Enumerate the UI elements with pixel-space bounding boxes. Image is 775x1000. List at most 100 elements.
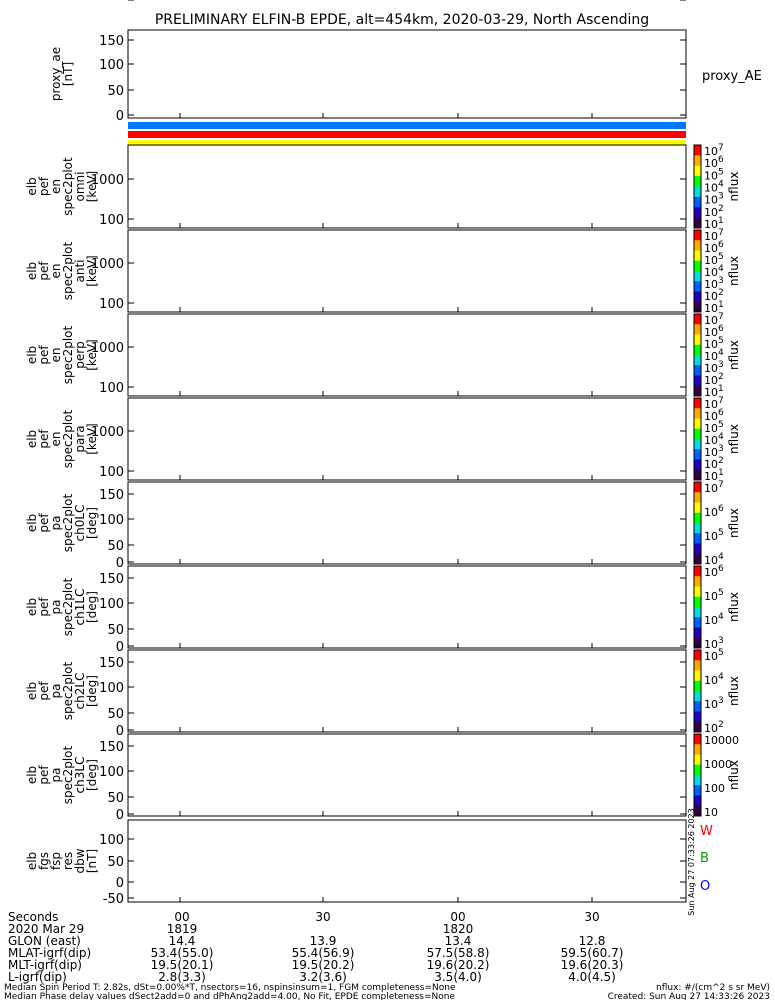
colorbar-seg-ch0LC-4 <box>694 523 701 534</box>
panel-axes: proxy_ae[nT]150100500proxy_AEelbpefenspe… <box>25 0 762 907</box>
colorbar-tick-exp-perp-6: 1 <box>718 384 724 394</box>
ylabel-ch0LC-3: spec2plot <box>61 493 75 552</box>
colorbar-seg-ch0LC-5 <box>694 533 701 544</box>
orbit-bar-1 <box>128 131 686 138</box>
colorbar-seg-ch3LC-6 <box>694 795 701 807</box>
ylabel-fgs-5: [nT] <box>85 849 99 873</box>
colorbar-tick-exp-para-1: 6 <box>718 408 724 418</box>
colorbar-seg-omni-5 <box>694 196 701 208</box>
colorbar-seg-ch1LC-3 <box>694 596 701 608</box>
ylabel-ch3LC-1: pef <box>37 765 51 785</box>
ylabel-anti-1: pef <box>37 261 51 281</box>
colorbar-tick-ch3LC-3: 10 <box>704 806 718 819</box>
ylabel-ch3LC-3: spec2plot <box>61 745 75 804</box>
colorbar-tick-exp-ch0LC-0: 7 <box>718 480 724 490</box>
colorbar-seg-para-1 <box>694 408 701 419</box>
colorbar-seg-ch1LC-4 <box>694 607 701 618</box>
colorbar-seg-para-2 <box>694 418 701 430</box>
colorbar-tick-exp-ch0LC-3: 4 <box>718 552 724 562</box>
colorbars: 107106105104103102101nflux10710610510410… <box>687 143 741 916</box>
ylabel-omni-3: spec2plot <box>61 157 75 216</box>
footer-row-label-0: Seconds <box>8 910 58 924</box>
footer-cell-0-1: 1819 <box>167 922 198 936</box>
panel-frame-proxy_ae <box>127 29 687 119</box>
colorbar-seg-ch3LC-3 <box>694 764 701 776</box>
colorbar-tick-ch2LC-2: 103 <box>704 696 724 711</box>
footer-cell-1-0: 30 <box>315 910 330 924</box>
colorbar-tick-exp-anti-5: 2 <box>718 288 724 298</box>
colorbar-tick-exp-omni-4: 3 <box>718 192 724 202</box>
colorbar-tick-exp-para-5: 2 <box>718 456 724 466</box>
fgs-legend-B: B <box>700 851 709 866</box>
ylabel-ch1LC-5: [deg] <box>85 591 99 623</box>
colorbar-tick-exp-ch2LC-3: 2 <box>718 720 724 730</box>
footer-cell-1-2: 13.9 <box>310 934 337 948</box>
colorbar-tick-exp-anti-2: 5 <box>718 252 724 262</box>
ylabel-ch2LC-4: ch2LC <box>73 673 87 710</box>
colorbar-tick-exp-para-3: 4 <box>718 432 724 442</box>
colorbar-seg-ch3LC-0 <box>694 734 701 745</box>
colorbar-seg-anti-2 <box>694 250 701 262</box>
colorbar-tick-exp-anti-1: 6 <box>718 240 724 250</box>
panel-frame-anti <box>127 229 687 313</box>
colorbar-seg-para-6 <box>694 459 701 471</box>
colorbar-frame-ch1LC <box>693 565 702 649</box>
colorbar-frame-perp <box>693 313 702 397</box>
ytick-label-ch1LC-1: 100 <box>99 597 124 612</box>
ylabel-ch3LC-0: elb <box>25 766 39 784</box>
colorbar-tick-exp-para-4: 3 <box>718 444 724 454</box>
ylabel-para-0: elb <box>25 430 39 448</box>
ylabel-ch0LC-4: ch0LC <box>73 505 87 542</box>
ylabel-perp-1: pef <box>37 345 51 365</box>
panel-frame-para <box>127 397 687 481</box>
colorbar-tick-exp-anti-3: 4 <box>718 264 724 274</box>
colorbar-seg-ch3LC-4 <box>694 775 701 786</box>
colorbar-seg-omni-6 <box>694 207 701 219</box>
colorbar-seg-omni-0 <box>694 145 701 156</box>
colorbar-seg-para-5 <box>694 449 701 460</box>
panel-frame-omni <box>127 144 687 229</box>
colorbar-tick-ch0LC-2: 105 <box>704 528 724 543</box>
orbit-bar-2 <box>128 140 686 147</box>
colorbar-tick-exp-ch2LC-0: 5 <box>718 648 724 658</box>
colorbar-seg-ch2LC-5 <box>694 701 701 712</box>
colorbar-seg-ch0LC-7 <box>694 553 701 565</box>
ytick-label-fgs-4: -100 <box>94 0 124 4</box>
colorbar-frame-ch0LC <box>693 481 702 565</box>
ytick-label-ch3LC-2: 50 <box>107 791 124 806</box>
ytick-label-ch0LC-1: 100 <box>99 513 124 528</box>
ylabel-perp-3: spec2plot <box>61 325 75 384</box>
footer-cell-0-3: 53.4(55.0) <box>151 946 214 960</box>
ylabel-ch3LC-2: pa <box>49 768 63 783</box>
footer-cell-3-3: 59.5(60.7) <box>561 946 624 960</box>
footer-cell-2-4: 19.6(20.2) <box>427 958 490 972</box>
ylabel-ch1LC-2: pa <box>49 600 63 615</box>
colorbar-seg-anti-3 <box>694 260 701 272</box>
ylabel-ch2LC-0: elb <box>25 682 39 700</box>
colorbar-label-ch1LC: nflux <box>727 592 741 622</box>
chart-title: PRELIMINARY ELFIN-B EPDE, alt=454km, 202… <box>155 12 649 28</box>
colorbar-seg-ch2LC-6 <box>694 711 701 723</box>
colorbar-tick-ch1LC-2: 104 <box>704 612 724 627</box>
colorbar-seg-omni-3 <box>694 176 701 187</box>
ytick-label-ch2LC-1: 100 <box>99 681 124 696</box>
ytick-label-ch3LC-1: 100 <box>99 765 124 780</box>
footer-cell-2-3: 57.5(58.8) <box>427 946 490 960</box>
footer-line2: Median Phase delay values dSect2add=0 an… <box>4 992 455 1000</box>
ytick-label-para-1: 100 <box>99 465 124 480</box>
ytick-label-fgs-1: 50 <box>107 855 124 870</box>
colorbar-seg-ch2LC-2 <box>694 670 701 682</box>
colorbar-seg-omni-1 <box>694 155 701 167</box>
colorbar-seg-anti-4 <box>694 271 701 282</box>
ytick-label-fgs-2: 0 <box>116 876 124 891</box>
colorbar-seg-ch1LC-6 <box>694 627 701 639</box>
ylabel-omni-0: elb <box>25 177 39 195</box>
ylabel-ch2LC-3: spec2plot <box>61 661 75 720</box>
footer-line1-right: nflux: #/(cm^2 s sr MeV) <box>656 983 770 993</box>
colorbar-tick-exp-omni-3: 4 <box>718 180 724 190</box>
colorbar-label-ch3LC: nflux <box>727 760 741 790</box>
orbit-bar-0 <box>128 122 686 129</box>
footer-cell-0-2: 14.4 <box>169 934 196 948</box>
colorbar-tick-ch3LC-2: 100 <box>704 782 725 795</box>
colorbar-frame-ch2LC <box>693 649 702 733</box>
